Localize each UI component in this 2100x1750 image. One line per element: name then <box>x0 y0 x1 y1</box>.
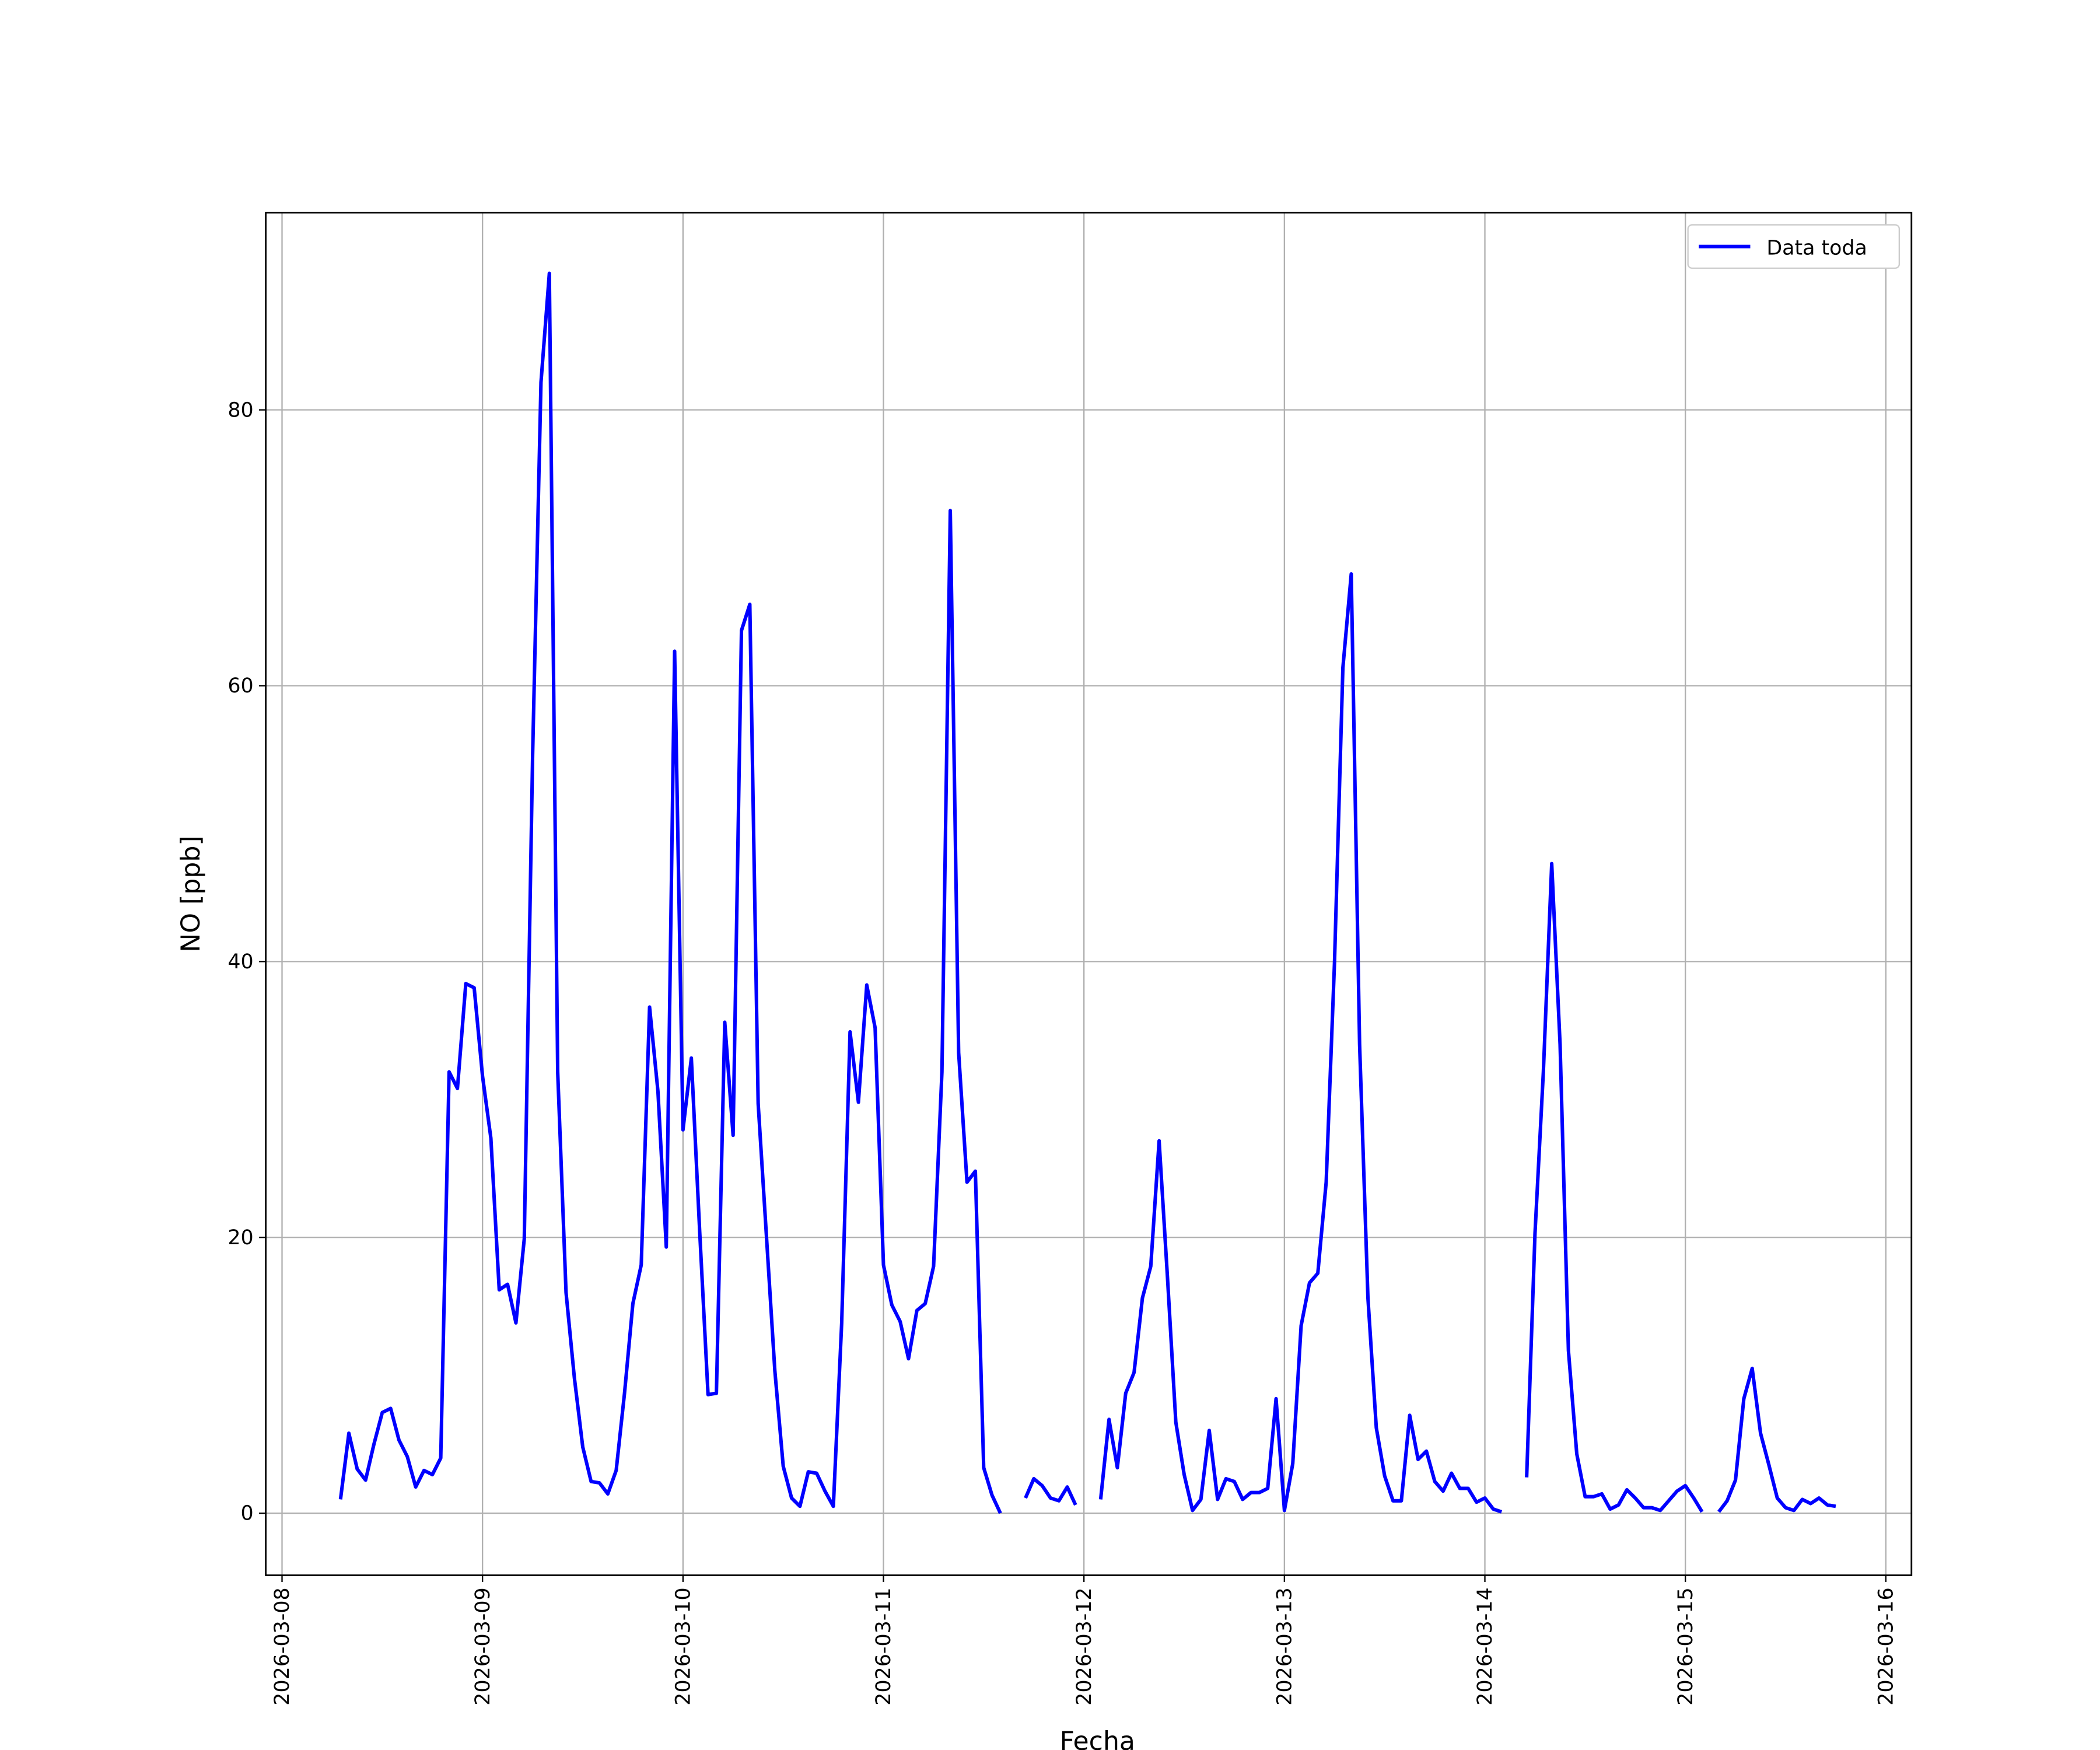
legend-box <box>1687 224 1901 269</box>
x-axis-label: Fecha <box>1060 1727 1135 1750</box>
plot-frame <box>265 212 1913 1576</box>
x-tick-label: 2026-03-15 <box>1674 1587 1698 1705</box>
x-tick-label: 2026-03-11 <box>872 1587 895 1705</box>
y-tick-label: 80 <box>228 398 253 422</box>
x-tick-label: 2026-03-10 <box>671 1587 695 1705</box>
x-tick-label: 2026-03-08 <box>271 1587 294 1705</box>
x-tick-label: 2026-03-13 <box>1273 1587 1296 1705</box>
y-tick-label: 40 <box>228 950 253 974</box>
y-axis-label: NO [ppb] <box>176 835 206 952</box>
y-tick-label: 60 <box>228 674 253 698</box>
legend: Data toda <box>1687 224 1901 269</box>
y-tick-label: 20 <box>228 1226 253 1250</box>
legend-label: Data toda <box>1766 237 1867 260</box>
data-line <box>338 271 1836 1514</box>
x-tick-label: 2026-03-14 <box>1474 1587 1497 1705</box>
y-tick-label: 0 <box>241 1502 254 1525</box>
x-tick-label: 2026-03-09 <box>471 1587 495 1705</box>
x-tick-label: 2026-03-12 <box>1073 1587 1096 1705</box>
x-tick-label: 2026-03-16 <box>1874 1587 1898 1705</box>
